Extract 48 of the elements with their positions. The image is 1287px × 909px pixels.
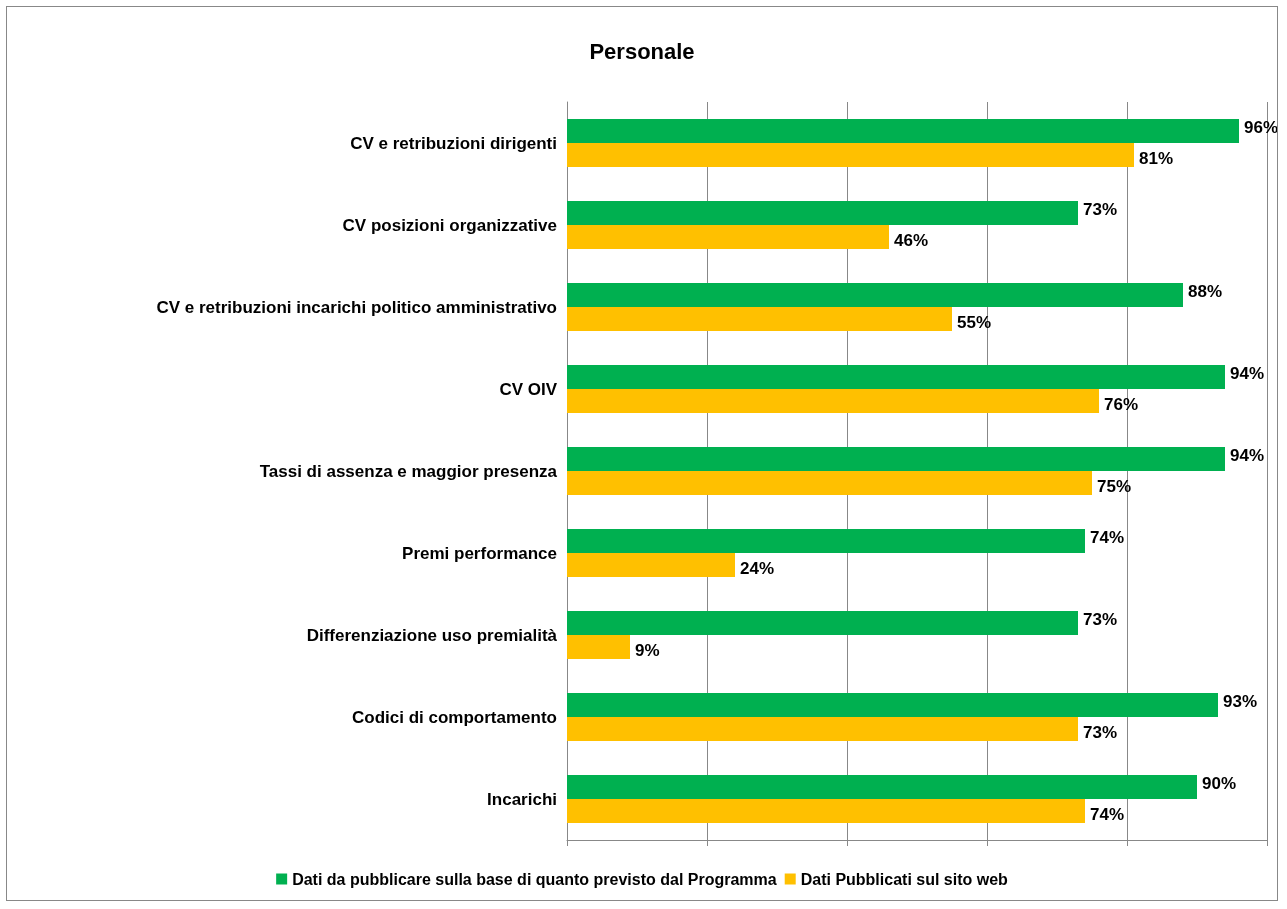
bar [567, 365, 1225, 389]
bar [567, 553, 735, 577]
data-label: 46% [894, 231, 929, 251]
chart-title: Personale [589, 38, 695, 64]
y-tick-label: Tassi di assenza e maggior presenza [259, 461, 558, 481]
data-label: 81% [1139, 149, 1174, 169]
bar [567, 225, 889, 249]
data-label: 94% [1230, 363, 1265, 383]
legend-label: Dati Pubblicati sul sito web [800, 870, 1009, 888]
y-tick-label: Incarichi [487, 789, 557, 809]
y-tick-label: Codici di comportamento [352, 707, 557, 727]
data-label: 88% [1188, 281, 1223, 301]
y-tick-label: CV posizioni organizzative [342, 215, 557, 235]
bar [567, 635, 630, 659]
data-label: 76% [1104, 395, 1139, 415]
data-label: 94% [1230, 445, 1265, 465]
y-tick-label: CV e retribuzioni incarichi politico amministrativo [156, 297, 557, 317]
bar [567, 471, 1092, 495]
y-tick-label: Differenziazione uso premialità [306, 625, 558, 645]
bar [567, 611, 1078, 635]
bar [567, 775, 1197, 799]
bar [567, 119, 1239, 143]
data-label: 96% [1244, 117, 1279, 137]
bar [567, 283, 1183, 307]
legend-label: Dati da pubblicare sulla base di quanto previsto dal Programma [292, 870, 777, 888]
data-label: 24% [740, 559, 775, 579]
data-label: 55% [957, 313, 992, 333]
data-label: 74% [1090, 805, 1125, 825]
bar [567, 799, 1085, 823]
data-label: 75% [1097, 477, 1132, 497]
bar [567, 693, 1218, 717]
y-tick-label: CV OIV [499, 379, 558, 399]
data-label: 73% [1083, 199, 1118, 219]
bar [567, 201, 1078, 225]
data-label: 73% [1083, 609, 1118, 629]
data-label: 74% [1090, 527, 1125, 547]
data-label: 9% [635, 641, 660, 661]
y-tick-label: Premi performance [402, 543, 557, 563]
bar [567, 447, 1225, 471]
y-tick-label: CV e retribuzioni dirigenti [350, 133, 557, 153]
bar [567, 143, 1134, 167]
bar [567, 389, 1099, 413]
data-label: 73% [1083, 723, 1118, 743]
bar [567, 529, 1085, 553]
bar [567, 717, 1078, 741]
data-label: 90% [1202, 773, 1237, 793]
bar [567, 307, 952, 331]
data-label: 93% [1223, 691, 1258, 711]
